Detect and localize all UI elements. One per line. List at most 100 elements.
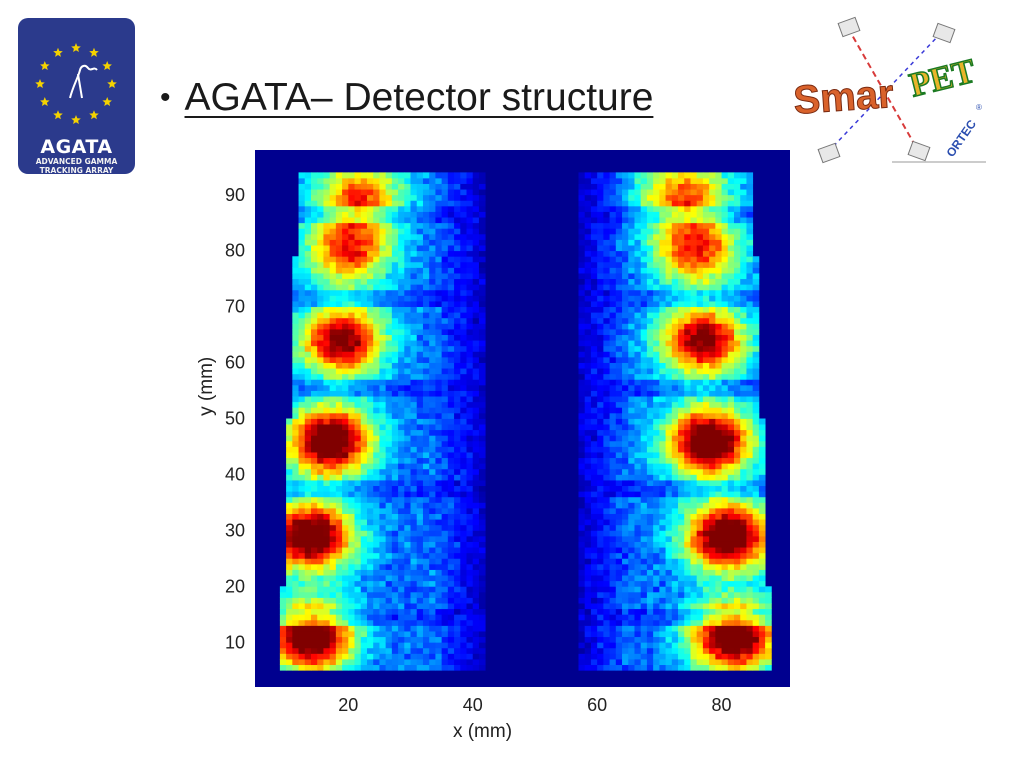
heatmap-cell [391,384,399,391]
heatmap-cell [603,440,610,447]
heatmap-cell [298,463,306,470]
heatmap-cell [360,233,368,240]
heatmap-cell [584,636,592,643]
heatmap-cell [628,541,635,548]
heatmap-cell [360,519,368,526]
heatmap-cell [317,384,324,391]
heatmap-cell [584,575,592,582]
heatmap-cell [441,278,449,285]
heatmap-cell [292,457,299,464]
heatmap-cell [640,541,648,548]
heatmap-cell [422,407,430,414]
heatmap-cell [398,619,405,626]
heatmap-cell [615,569,623,576]
heatmap-cell [671,183,679,190]
heatmap-cell [441,379,449,386]
heatmap-cell [696,608,704,615]
heatmap-cell [429,664,436,671]
heatmap-cell [454,250,461,257]
heatmap-cell [391,608,399,615]
heatmap-cell [609,384,617,391]
heatmap-cell [435,614,443,621]
heatmap-cell [441,250,449,257]
heatmap-cell [335,558,343,565]
heatmap-cell [366,541,374,548]
heatmap-cell [478,390,486,397]
heatmap-cell [578,664,586,671]
heatmap-cell [653,396,660,403]
heatmap-cell [292,273,299,280]
heatmap-cell [478,614,486,621]
heatmap-cell [422,659,430,666]
heatmap-cell [597,256,604,263]
heatmap-cell [590,295,598,302]
heatmap-cell [622,508,629,514]
heatmap-cell [665,659,673,666]
heatmap-cell [379,401,387,408]
heatmap-cell [435,591,443,598]
heatmap-cell [690,524,698,531]
heatmap-cell [721,401,729,408]
heatmap-cell [360,513,368,520]
heatmap-cell [410,502,418,509]
heatmap-cell [354,228,362,235]
heatmap-cell [279,653,287,660]
heatmap-cell [628,502,635,509]
heatmap-cell [578,250,586,257]
heatmap-cell [472,362,480,369]
heatmap-cell [410,541,418,548]
heatmap-cell [310,631,318,638]
heatmap-cell [323,412,331,419]
heatmap-cell [640,228,648,235]
heatmap-cell [597,261,604,268]
heatmap-cell [603,267,610,274]
heatmap-cell [634,603,642,610]
heatmap-cell [640,250,648,257]
heatmap-cell [665,401,673,408]
heatmap-cell [478,418,486,425]
heatmap-cell [690,535,698,542]
heatmap-cell [721,205,729,212]
heatmap-cell [603,177,610,184]
heatmap-cell [292,351,299,358]
heatmap-cell [379,289,387,296]
heatmap-cell [398,468,405,475]
heatmap-cell [354,384,362,391]
heatmap-cell [597,474,604,481]
heatmap-cell [385,636,393,643]
heatmap-cell [653,664,660,671]
heatmap-cell [441,329,449,335]
heatmap-cell [684,183,691,190]
heatmap-cell [634,245,642,252]
heatmap-cell [391,340,399,347]
heatmap-cell [671,558,679,565]
heatmap-cell [329,480,337,487]
heatmap-cell [628,575,635,582]
heatmap-cell [304,530,312,537]
heatmap-cell [622,233,629,240]
heatmap-cell [653,631,660,638]
heatmap-cell [410,435,418,442]
heatmap-cell [447,351,455,358]
heatmap-cell [441,558,449,565]
heatmap-cell [329,368,337,375]
heatmap-cell [416,340,424,347]
heatmap-cell [335,301,343,308]
heatmap-cell [622,496,629,503]
heatmap-cell [292,334,299,341]
heatmap-cell [335,222,343,229]
heatmap-cell [329,457,337,464]
heatmap-cell [628,659,635,666]
heatmap-cell [422,373,430,380]
heatmap-cell [298,631,306,638]
heatmap-cell [653,345,660,352]
heatmap-cell [317,418,324,425]
heatmap-cell [696,362,704,369]
heatmap-cell [478,575,486,582]
heatmap-cell [329,474,337,481]
heatmap-cell [634,401,642,408]
heatmap-cell [292,452,299,459]
heatmap-cell [373,603,380,610]
heatmap-cell [665,463,673,470]
heatmap-cell [615,625,623,632]
